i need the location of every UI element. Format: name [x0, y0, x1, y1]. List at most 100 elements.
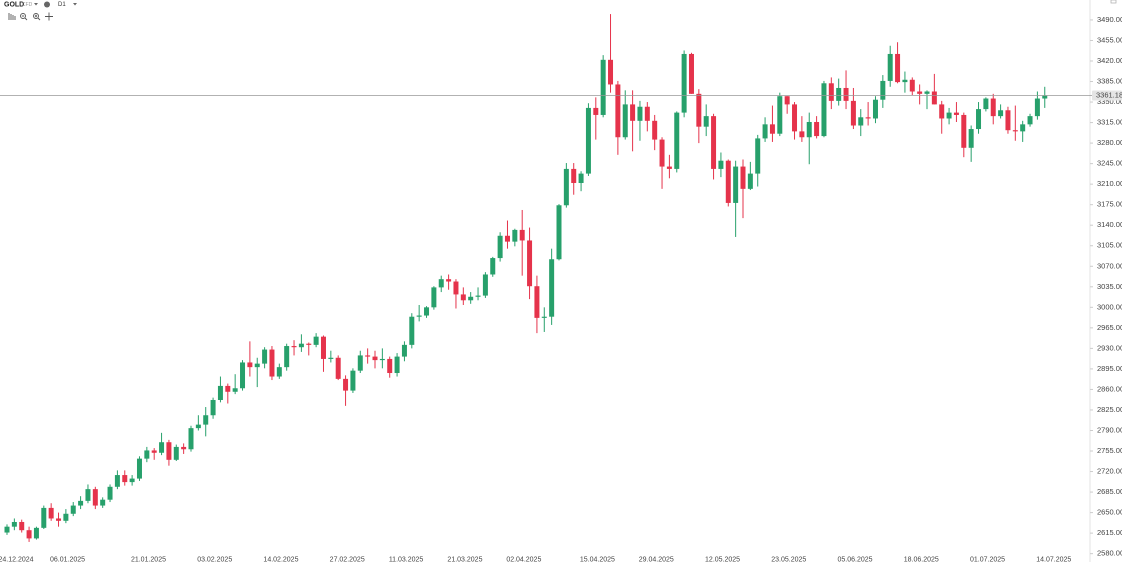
candle-body: [696, 93, 702, 127]
candle-body: [527, 240, 533, 287]
candle-body: [122, 475, 128, 483]
x-tick-label: 03.02.2025: [197, 556, 232, 562]
candle-body: [902, 79, 908, 83]
candle-body: [593, 107, 599, 115]
x-tick-label: 21.01.2025: [131, 556, 166, 562]
candle-body: [755, 138, 761, 174]
x-tick-label: 01.07.2025: [970, 556, 1005, 562]
candle-body: [41, 507, 47, 528]
chart-type-icon[interactable]: [8, 13, 16, 20]
candle-body: [78, 500, 84, 506]
candle-body: [792, 104, 798, 132]
candle-body: [563, 168, 569, 206]
candle-body: [372, 356, 378, 361]
candle-body: [637, 106, 643, 121]
candle-body: [4, 526, 10, 533]
y-tick-label: 2930.00: [1097, 343, 1122, 352]
timeframe[interactable]: D1: [58, 2, 66, 8]
candle-body: [416, 315, 422, 317]
instrument-type: CFD: [22, 2, 33, 8]
candle-body: [188, 428, 194, 450]
candle-body: [534, 286, 540, 318]
symbol[interactable]: GOLD: [4, 1, 24, 8]
candle-body: [468, 296, 474, 301]
candle-body: [1012, 130, 1018, 132]
candle-body: [56, 518, 62, 521]
candle-body: [725, 160, 731, 203]
candle-body: [181, 446, 187, 450]
candle-body: [895, 53, 901, 83]
candle-body: [998, 110, 1004, 117]
candle-body: [497, 235, 503, 259]
candle-body: [114, 475, 120, 487]
candle-body: [460, 294, 466, 301]
candle-body: [320, 336, 326, 359]
candle-body: [217, 385, 223, 400]
candle-body: [946, 112, 952, 119]
candle-body: [504, 235, 510, 242]
dropdown-arrow[interactable]: [73, 3, 77, 6]
candle-body: [424, 307, 430, 316]
x-tick-label: 15.04.2025: [580, 556, 615, 562]
candle-body: [688, 53, 694, 94]
y-tick-label: 2965.00: [1097, 323, 1122, 332]
candle-body: [681, 53, 687, 113]
candle-body: [858, 117, 864, 126]
candle-body: [814, 121, 820, 137]
candle-body: [968, 129, 974, 148]
candle-body: [19, 521, 25, 531]
dropdown-arrow[interactable]: [34, 3, 38, 6]
candle-body: [240, 362, 246, 389]
candle-body: [490, 258, 496, 275]
x-tick-label: 02.04.2025: [506, 556, 541, 562]
candle-body: [578, 173, 584, 183]
candle-body: [159, 442, 165, 453]
y-tick-label: 3070.00: [1097, 261, 1122, 270]
candle-body: [740, 166, 746, 189]
candle-body: [600, 59, 606, 115]
candle-body: [769, 124, 775, 134]
candle-body: [850, 100, 856, 126]
candle-body: [924, 91, 930, 94]
tool-icons: [8, 12, 53, 21]
info-icon[interactable]: [44, 1, 50, 8]
candle-body: [747, 173, 753, 189]
candle-body: [225, 385, 231, 392]
candle-body: [799, 131, 805, 138]
candle-body: [784, 96, 790, 105]
candle-body: [284, 346, 290, 368]
candle-body: [365, 355, 371, 357]
zoom-out-icon[interactable]: [20, 13, 26, 19]
candle-body: [394, 356, 400, 374]
x-tick-label: 18.06.2025: [904, 556, 939, 562]
y-tick-label: 3420.00: [1097, 56, 1122, 65]
candle-body: [828, 83, 834, 101]
candle-body: [519, 229, 525, 241]
zoom-in-icon[interactable]: [33, 13, 39, 19]
candle-body: [549, 259, 555, 317]
y-tick-label: 3245.00: [1097, 159, 1122, 168]
plot-area: 2580.00 2615.00 2650.00 2685.00 2720.00 2755.…: [0, 14, 1122, 563]
candle-body: [806, 121, 812, 138]
candle-body: [674, 112, 680, 169]
y-tick-label: 2720.00: [1097, 467, 1122, 476]
candle-body: [144, 450, 150, 459]
y-tick-label: 2825.00: [1097, 405, 1122, 414]
window-icon[interactable]: [1110, 0, 1117, 4]
candle-body: [276, 367, 282, 377]
candle-body: [335, 357, 341, 379]
y-tick-label: 2650.00: [1097, 508, 1122, 517]
candle-body: [100, 499, 106, 506]
candle-body: [1034, 98, 1040, 117]
crosshair-icon[interactable]: [45, 12, 53, 21]
candle-body: [711, 116, 717, 169]
y-tick-label: 3000.00: [1097, 302, 1122, 311]
candle-body: [703, 116, 709, 127]
candle-body: [26, 530, 32, 539]
candle-body: [129, 478, 135, 483]
y-tick-label: 3385.00: [1097, 77, 1122, 86]
candle-body: [1042, 95, 1048, 99]
x-tick-label: 24.12.2024: [0, 556, 34, 562]
candle-body: [843, 87, 849, 101]
